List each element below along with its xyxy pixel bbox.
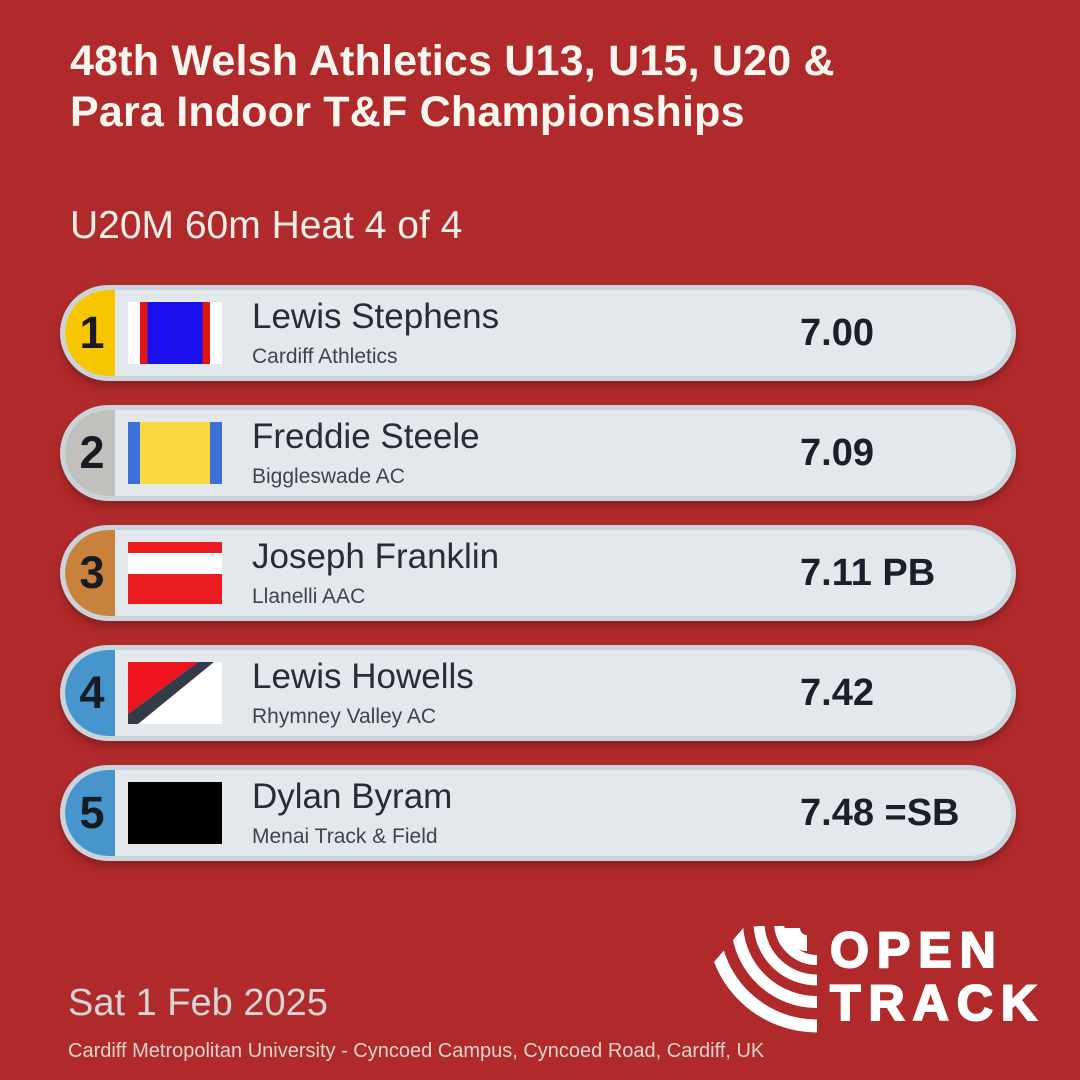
athlete-info: Lewis Howells Rhymney Valley AC (252, 657, 474, 729)
logo-word-track: TRACK (829, 975, 1045, 1031)
position-number: 1 (79, 307, 105, 358)
result-row: 2 Freddie Steele Biggleswade AC 7.09 (60, 405, 1016, 501)
result-row: 3 Joseph Franklin Llanelli AAC 7.11 PB (60, 525, 1016, 621)
title-line-2: Para Indoor T&F Championships (70, 88, 745, 136)
arc-cut-mask (695, 926, 745, 984)
club-vest-icon (128, 782, 222, 844)
result-time: 7.00 (800, 311, 874, 354)
athlete-name: Joseph Franklin (252, 537, 500, 576)
opentrack-logo: OPEN TRACK (695, 922, 1045, 1044)
result-time: 7.42 (800, 671, 874, 714)
club-name: Menai Track & Field (252, 825, 438, 848)
athlete-info: Joseph Franklin Llanelli AAC (252, 537, 499, 609)
athlete-name: Lewis Stephens (252, 297, 500, 336)
athlete-info: Lewis Stephens Cardiff Athletics (252, 297, 499, 369)
position-badge: 4 (65, 650, 115, 736)
club-vest-icon (128, 302, 222, 364)
club-vest-icon (128, 542, 222, 604)
event-date: Sat 1 Feb 2025 (68, 982, 328, 1024)
result-row: 4 Lewis Howells Rhymney Valley AC 7.42 (60, 645, 1016, 741)
position-badge: 2 (65, 410, 115, 496)
athlete-info: Freddie Steele Biggleswade AC (252, 417, 480, 489)
club-name: Llanelli AAC (252, 585, 366, 608)
position-badge: 5 (65, 770, 115, 856)
position-number: 2 (79, 427, 105, 478)
result-row: 1 Lewis Stephens Cardiff Athletics 7.00 (60, 285, 1016, 381)
result-time: 7.09 (800, 431, 874, 474)
position-number: 4 (79, 667, 105, 718)
result-time: 7.11 PB (800, 551, 936, 594)
position-badge: 1 (65, 290, 115, 376)
position-number: 5 (79, 787, 105, 838)
logo-word-open: OPEN (829, 922, 1004, 978)
title-line-1: 48th Welsh Athletics U13, U15, U20 & (70, 37, 835, 85)
event-heading: U20M 60m Heat 4 of 4 (70, 204, 463, 247)
result-row: 5 Dylan Byram Menai Track & Field 7.48 =… (60, 765, 1016, 861)
position-badge: 3 (65, 530, 115, 616)
opentrack-wordmark: OPEN TRACK (829, 922, 1045, 1031)
competition-title: 48th Welsh Athletics U13, U15, U20 & Par… (70, 36, 950, 138)
athlete-name: Freddie Steele (252, 417, 480, 456)
opentrack-arcs-icon (695, 926, 818, 1033)
athlete-name: Lewis Howells (252, 657, 474, 696)
club-vest-icon (128, 662, 222, 724)
club-vest-icon (128, 422, 222, 484)
result-time: 7.48 =SB (800, 791, 960, 834)
club-name: Biggleswade AC (252, 465, 405, 488)
athlete-name: Dylan Byram (252, 777, 453, 816)
position-number: 3 (79, 547, 105, 598)
athlete-info: Dylan Byram Menai Track & Field (252, 777, 452, 849)
event-venue: Cardiff Metropolitan University - Cyncoe… (68, 1040, 765, 1062)
club-name: Cardiff Athletics (252, 345, 398, 368)
results-list: 1 Lewis Stephens Cardiff Athletics 7.00 … (60, 285, 1016, 885)
club-name: Rhymney Valley AC (252, 705, 437, 728)
